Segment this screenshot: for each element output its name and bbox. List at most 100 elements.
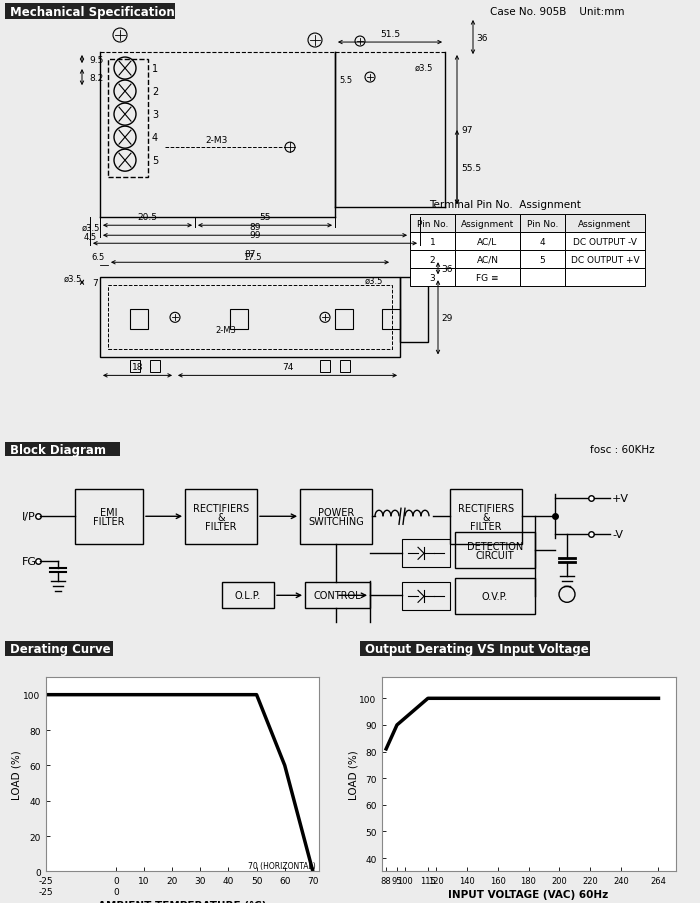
Text: SWITCHING: SWITCHING	[308, 517, 364, 526]
Text: 17.5: 17.5	[243, 253, 261, 262]
Text: 2: 2	[152, 87, 158, 97]
Bar	[340, 361, 350, 373]
Text: 2-M3: 2-M3	[205, 136, 228, 145]
Text: 4: 4	[152, 133, 158, 143]
Text: 4: 4	[540, 237, 545, 247]
Y-axis label: LOAD (%): LOAD (%)	[348, 749, 358, 799]
Bar	[108, 60, 148, 178]
Text: 8.2: 8.2	[90, 73, 104, 82]
Text: 36: 36	[441, 265, 452, 274]
Text: 3: 3	[430, 274, 435, 283]
Text: FILTER: FILTER	[205, 521, 237, 531]
Bar	[520, 233, 565, 251]
Bar	[520, 215, 565, 233]
Text: 97: 97	[461, 126, 472, 135]
FancyBboxPatch shape	[5, 442, 120, 457]
Bar	[450, 489, 522, 545]
Bar	[100, 278, 400, 358]
Text: 55: 55	[259, 213, 271, 222]
Text: EMI: EMI	[100, 507, 118, 517]
Text: POWER: POWER	[318, 507, 354, 517]
Text: 9.5: 9.5	[90, 55, 104, 64]
X-axis label: AMBIENT TEMPERATURE (°C): AMBIENT TEMPERATURE (°C)	[98, 899, 266, 903]
Bar	[130, 361, 140, 373]
Text: 6.5: 6.5	[92, 253, 104, 262]
Bar	[565, 269, 645, 287]
Text: Assignment: Assignment	[578, 219, 631, 228]
Text: 5.5: 5.5	[339, 76, 352, 85]
Text: FG: FG	[22, 556, 37, 567]
FancyBboxPatch shape	[360, 642, 590, 656]
Text: Pin No.: Pin No.	[416, 219, 448, 228]
Text: Derating Curve: Derating Curve	[10, 643, 111, 656]
Text: 87: 87	[244, 250, 256, 259]
Text: DC OUTPUT -V: DC OUTPUT -V	[573, 237, 637, 247]
Bar	[305, 582, 370, 609]
Bar	[108, 286, 392, 350]
Text: ø3.5: ø3.5	[82, 223, 100, 232]
Bar	[382, 310, 400, 330]
Text: RECTIFIERS: RECTIFIERS	[458, 503, 514, 513]
Text: ø3.5: ø3.5	[64, 274, 82, 283]
Text: 1: 1	[430, 237, 435, 247]
Bar	[455, 269, 520, 287]
Bar	[402, 582, 450, 610]
Text: &: &	[217, 512, 225, 522]
Text: O.V.P.: O.V.P.	[482, 591, 508, 601]
Bar	[455, 233, 520, 251]
Bar	[520, 269, 565, 287]
Text: 29: 29	[441, 313, 452, 322]
Bar	[565, 251, 645, 269]
Bar	[402, 540, 450, 568]
Text: I/P: I/P	[22, 512, 36, 522]
Text: AC/L: AC/L	[477, 237, 498, 247]
Text: CONTROL: CONTROL	[314, 591, 361, 600]
Text: -V: -V	[612, 530, 623, 540]
Text: 7: 7	[92, 278, 98, 287]
Bar	[230, 310, 248, 330]
Text: 36: 36	[476, 33, 487, 42]
Text: 5: 5	[540, 256, 545, 265]
Bar	[455, 579, 535, 615]
Text: 70 (HORIZONTAL): 70 (HORIZONTAL)	[248, 861, 316, 870]
Bar	[335, 310, 353, 330]
Bar	[185, 489, 257, 545]
Text: 2-M3: 2-M3	[215, 326, 236, 335]
Text: DC OUTPUT +V: DC OUTPUT +V	[570, 256, 639, 265]
Text: 55.5: 55.5	[461, 163, 481, 172]
Text: AC/N: AC/N	[477, 256, 498, 265]
Text: fosc : 60KHz: fosc : 60KHz	[590, 445, 655, 455]
Text: 1: 1	[152, 64, 158, 74]
FancyBboxPatch shape	[5, 4, 175, 20]
Bar	[410, 269, 455, 287]
Text: Mechanical Specification: Mechanical Specification	[10, 5, 175, 18]
Text: ø3.5: ø3.5	[365, 276, 384, 285]
Bar	[320, 361, 330, 373]
FancyBboxPatch shape	[5, 642, 113, 656]
Bar	[520, 251, 565, 269]
Y-axis label: LOAD (%): LOAD (%)	[12, 749, 22, 799]
Text: 51.5: 51.5	[380, 30, 400, 39]
Bar	[455, 251, 520, 269]
Bar	[150, 361, 160, 373]
Text: &: &	[482, 512, 490, 522]
Bar	[410, 215, 455, 233]
Text: Block Diagram: Block Diagram	[10, 443, 106, 456]
Text: Pin No.: Pin No.	[527, 219, 558, 228]
Text: Output Derating VS Input Voltage: Output Derating VS Input Voltage	[365, 643, 589, 656]
Text: 74: 74	[282, 363, 293, 372]
Bar	[75, 489, 143, 545]
Bar	[400, 278, 428, 343]
Text: Terminal Pin No.  Assignment: Terminal Pin No. Assignment	[429, 200, 581, 210]
Bar	[565, 215, 645, 233]
Text: 3: 3	[152, 110, 158, 120]
Text: +V: +V	[612, 494, 629, 504]
Text: CIRCUIT: CIRCUIT	[476, 550, 514, 560]
Text: FILTER: FILTER	[470, 521, 502, 531]
Text: 2: 2	[430, 256, 435, 265]
Text: 20.5: 20.5	[137, 213, 158, 222]
Text: RECTIFIERS: RECTIFIERS	[193, 503, 249, 513]
Bar	[410, 251, 455, 269]
Bar	[222, 582, 274, 609]
Text: 99: 99	[249, 231, 260, 240]
